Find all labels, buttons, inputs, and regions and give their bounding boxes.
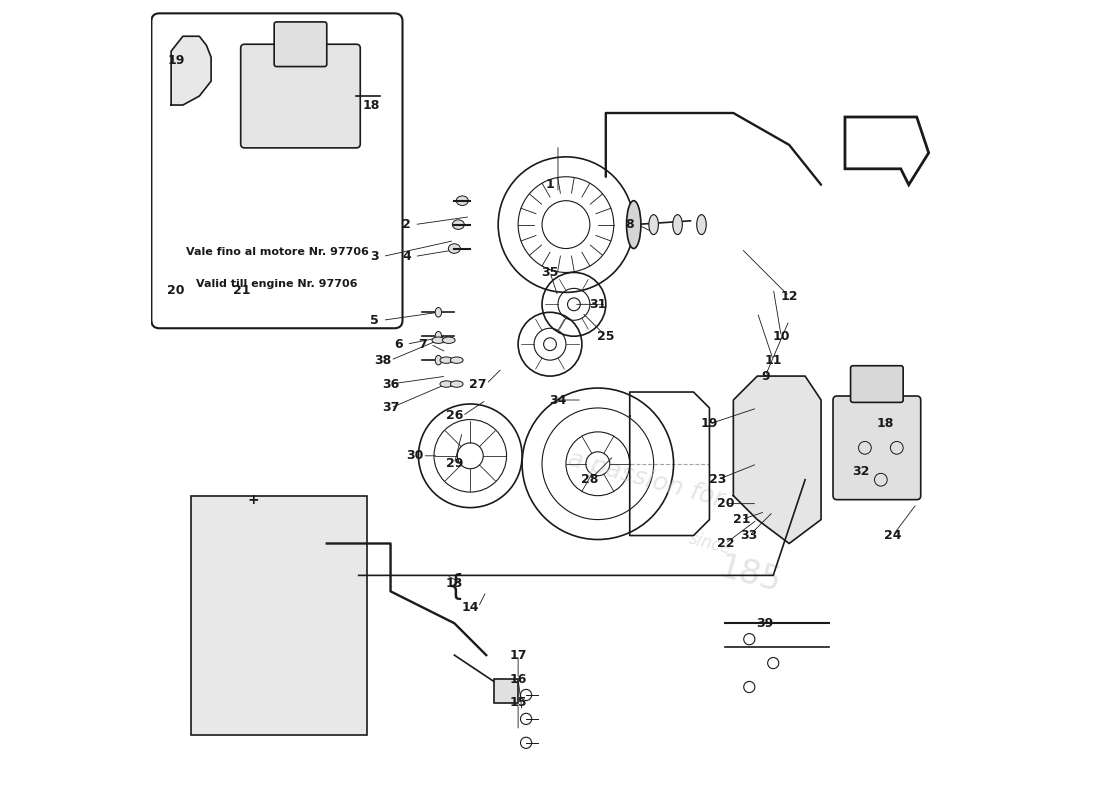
- Ellipse shape: [440, 357, 453, 363]
- Text: 35: 35: [541, 266, 559, 279]
- Text: 34: 34: [549, 394, 566, 406]
- FancyBboxPatch shape: [152, 14, 403, 328]
- FancyBboxPatch shape: [850, 366, 903, 402]
- Text: 16: 16: [509, 673, 527, 686]
- Text: 7: 7: [418, 338, 427, 350]
- FancyBboxPatch shape: [274, 22, 327, 66]
- Text: 4: 4: [403, 250, 411, 263]
- Text: 27: 27: [470, 378, 487, 390]
- Text: 8: 8: [626, 218, 634, 231]
- Text: 10: 10: [772, 330, 790, 342]
- Ellipse shape: [450, 381, 463, 387]
- Text: 6: 6: [394, 338, 403, 350]
- Text: 33: 33: [740, 529, 758, 542]
- Ellipse shape: [452, 220, 464, 230]
- Ellipse shape: [436, 307, 441, 317]
- Polygon shape: [734, 376, 821, 543]
- Text: 22: 22: [716, 537, 734, 550]
- Ellipse shape: [432, 337, 444, 343]
- Ellipse shape: [673, 214, 682, 234]
- Text: 12: 12: [780, 290, 798, 303]
- Ellipse shape: [649, 214, 659, 234]
- FancyBboxPatch shape: [191, 496, 366, 735]
- Ellipse shape: [696, 214, 706, 234]
- Text: 2: 2: [403, 218, 411, 231]
- Text: a passion for: a passion for: [564, 447, 726, 512]
- Text: 15: 15: [509, 697, 527, 710]
- Text: 39: 39: [757, 617, 774, 630]
- Text: 36: 36: [382, 378, 399, 390]
- Text: 23: 23: [708, 474, 726, 486]
- Text: Vale fino al motore Nr. 97706: Vale fino al motore Nr. 97706: [186, 246, 368, 257]
- Text: 21: 21: [233, 284, 251, 297]
- Text: 29: 29: [446, 458, 463, 470]
- Text: 185: 185: [714, 551, 784, 599]
- Text: 20: 20: [716, 497, 734, 510]
- Ellipse shape: [436, 331, 441, 341]
- Text: 19: 19: [167, 54, 185, 66]
- Text: 20: 20: [167, 284, 185, 297]
- Polygon shape: [172, 36, 211, 105]
- Polygon shape: [845, 117, 928, 185]
- Ellipse shape: [449, 244, 460, 254]
- Ellipse shape: [436, 355, 441, 365]
- Text: 5: 5: [371, 314, 380, 326]
- Text: 13: 13: [446, 577, 463, 590]
- Text: 1: 1: [546, 178, 554, 191]
- Text: Valid till engine Nr. 97706: Valid till engine Nr. 97706: [196, 279, 358, 290]
- Text: 18: 18: [362, 98, 380, 111]
- Text: 30: 30: [406, 450, 424, 462]
- Text: 17: 17: [509, 649, 527, 662]
- Text: 9: 9: [761, 370, 770, 382]
- Ellipse shape: [627, 201, 641, 249]
- Text: 28: 28: [581, 474, 598, 486]
- Ellipse shape: [450, 357, 463, 363]
- FancyBboxPatch shape: [494, 679, 518, 703]
- Text: 18: 18: [876, 418, 893, 430]
- Text: 3: 3: [371, 250, 378, 263]
- Text: 24: 24: [884, 529, 902, 542]
- Text: 32: 32: [852, 466, 870, 478]
- Text: since: since: [686, 530, 733, 558]
- FancyBboxPatch shape: [833, 396, 921, 500]
- Text: 14: 14: [462, 601, 478, 614]
- Text: 11: 11: [764, 354, 782, 366]
- Text: 19: 19: [701, 418, 718, 430]
- Ellipse shape: [440, 381, 453, 387]
- Text: 25: 25: [597, 330, 615, 342]
- Text: {: {: [447, 574, 464, 602]
- Text: +: +: [248, 493, 258, 506]
- Ellipse shape: [442, 337, 455, 343]
- Text: 38: 38: [374, 354, 392, 366]
- Text: 21: 21: [733, 513, 750, 526]
- Ellipse shape: [456, 196, 469, 206]
- Text: 26: 26: [446, 410, 463, 422]
- Text: 37: 37: [382, 402, 399, 414]
- Text: 31: 31: [590, 298, 606, 311]
- FancyBboxPatch shape: [241, 44, 361, 148]
